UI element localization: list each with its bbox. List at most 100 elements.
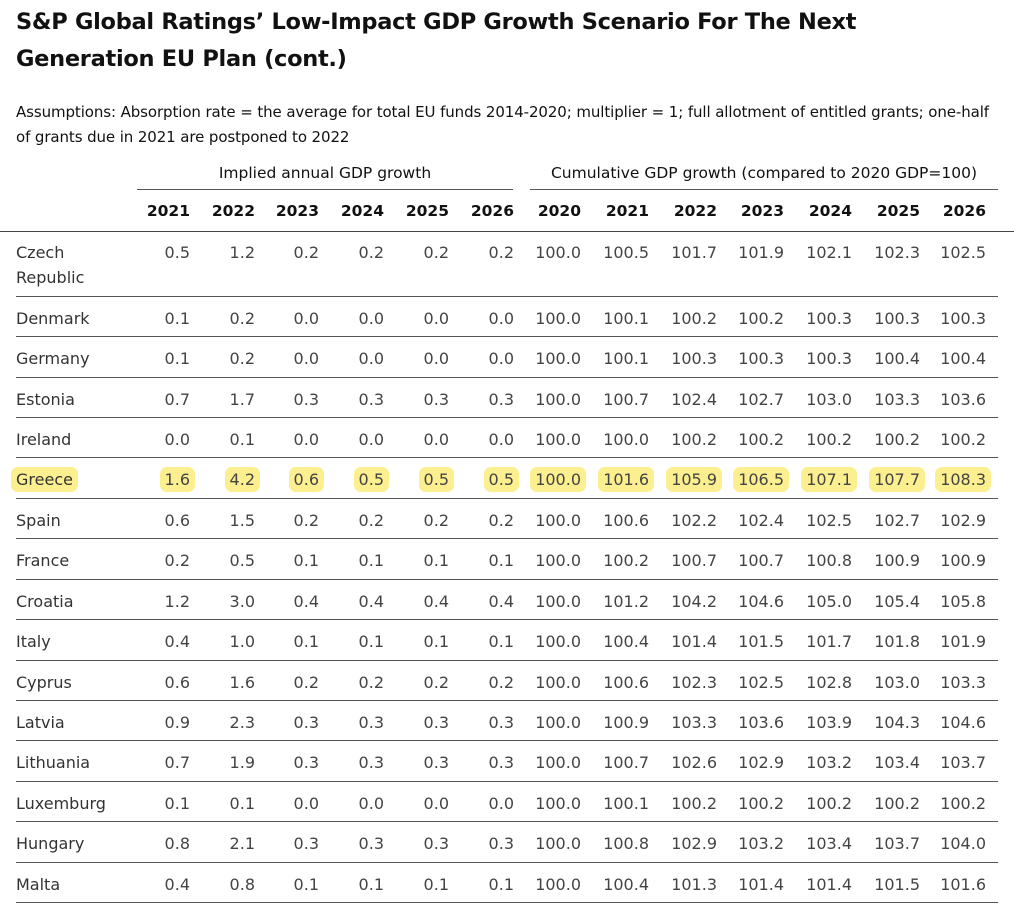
table-cell: 101.7 <box>792 629 852 654</box>
cell-value: 0.2 <box>358 243 384 262</box>
table-cell: 0.3 <box>454 750 514 775</box>
cell-value: 101.2 <box>603 592 649 611</box>
cell-value: 0.3 <box>423 753 449 772</box>
cell-value: 103.7 <box>940 753 986 772</box>
table-cell: 100.4 <box>860 346 920 371</box>
cell-value: 100.2 <box>671 430 717 449</box>
table-cell: 101.5 <box>724 629 784 654</box>
cell-value: 100.7 <box>603 390 649 409</box>
table-cell: 0.0 <box>130 427 190 452</box>
cell-value: 0.0 <box>423 794 449 813</box>
country-name-text: France <box>16 551 70 570</box>
table-cell: 100.0 <box>521 240 581 265</box>
cell-value: 0.0 <box>423 349 449 368</box>
table-cell: 1.6 <box>130 467 195 492</box>
table-cell: 102.3 <box>860 240 920 265</box>
cell-value: 103.4 <box>806 834 852 853</box>
cell-value: 100.4 <box>603 875 649 894</box>
table-cell: 0.1 <box>389 548 449 573</box>
cell-value: 100.9 <box>940 551 986 570</box>
cell-value: 105.0 <box>806 592 852 611</box>
table-cell: 100.1 <box>589 346 649 371</box>
table-cell: 100.7 <box>589 387 649 412</box>
cell-value: 100.0 <box>535 430 581 449</box>
table-cell: 100.2 <box>792 427 852 452</box>
table-cell: 104.0 <box>926 831 986 856</box>
cell-value: 107.1 <box>801 467 857 492</box>
table-cell: 0.2 <box>454 508 514 533</box>
cell-value: 100.2 <box>671 309 717 328</box>
table-cell: 0.3 <box>324 750 384 775</box>
cell-value: 102.9 <box>940 511 986 530</box>
table-cell: 104.2 <box>657 589 717 614</box>
table-cell: 100.0 <box>521 467 586 492</box>
table-cell: 103.3 <box>860 387 920 412</box>
country-name: Spain <box>16 508 136 533</box>
cumulative-growth-group-label: Cumulative GDP growth (compared to 2020 … <box>550 164 978 182</box>
table-cell: 0.2 <box>324 670 384 695</box>
cell-value: 100.3 <box>806 309 852 328</box>
table-cell: 100.0 <box>521 589 581 614</box>
cell-value: 0.1 <box>488 632 514 651</box>
table-cell: 100.1 <box>589 791 649 816</box>
table-cell: 103.2 <box>724 831 784 856</box>
cell-value: 100.0 <box>535 349 581 368</box>
cell-value: 0.2 <box>293 243 319 262</box>
table-row: France 0.2 0.5 0.1 0.1 0.1 0.1 100.0 100.2 100.7 1… <box>16 539 998 580</box>
cell-value: 0.3 <box>488 713 514 732</box>
table-row: Hungary 0.8 2.1 0.3 0.3 0.3 0.3 100.0 100.8 102.9… <box>16 822 998 863</box>
table-cell: 100.0 <box>521 427 581 452</box>
cell-value: 100.3 <box>874 309 920 328</box>
table-cell: 100.0 <box>521 629 581 654</box>
table-cell: 101.4 <box>724 872 784 897</box>
table-row: Estonia 0.7 1.7 0.3 0.3 0.3 0.3 100.0 100.7 102.4… <box>16 378 998 418</box>
cell-value: 0.5 <box>164 243 190 262</box>
table-cell: 0.9 <box>130 710 190 735</box>
table-cell: 1.2 <box>195 240 255 265</box>
table-cell: 101.7 <box>657 240 717 265</box>
cell-value: 103.4 <box>874 753 920 772</box>
cell-value: 0.1 <box>423 632 449 651</box>
cell-value: 0.5 <box>229 551 255 570</box>
table-cell: 101.8 <box>860 629 920 654</box>
cell-value: 100.2 <box>738 309 784 328</box>
cell-value: 101.4 <box>671 632 717 651</box>
table-cell: 101.9 <box>926 629 986 654</box>
table-cell: 0.4 <box>324 589 384 614</box>
cell-value: 100.2 <box>874 430 920 449</box>
cell-value: 102.2 <box>671 511 717 530</box>
cell-value: 0.1 <box>293 632 319 651</box>
cell-value: 102.9 <box>738 753 784 772</box>
table-cell: 103.7 <box>860 831 920 856</box>
table-cell: 100.2 <box>926 427 986 452</box>
table-cell: 101.5 <box>860 872 920 897</box>
table-cell: 100.6 <box>589 670 649 695</box>
cell-value: 100.7 <box>671 551 717 570</box>
cell-value: 100.0 <box>603 430 649 449</box>
cell-value: 0.4 <box>488 592 514 611</box>
table-cell: 100.0 <box>521 508 581 533</box>
table-cell: 0.2 <box>259 240 319 265</box>
cell-value: 1.6 <box>159 467 195 492</box>
table-cell: 100.0 <box>521 831 581 856</box>
table-cell: 100.0 <box>521 306 581 331</box>
column-header-cumulative-2022: 2022 <box>673 202 717 220</box>
table-cell: 0.0 <box>389 306 449 331</box>
table-cell: 100.6 <box>589 508 649 533</box>
table-cell: 107.7 <box>860 467 925 492</box>
table-cell: 102.5 <box>724 670 784 695</box>
column-header-cumulative-2021: 2021 <box>605 202 649 220</box>
cell-value: 100.0 <box>535 875 581 894</box>
cell-value: 100.1 <box>603 349 649 368</box>
cell-value: 103.0 <box>874 673 920 692</box>
cell-value: 0.6 <box>288 467 324 492</box>
table-cell: 100.3 <box>792 306 852 331</box>
cell-value: 100.2 <box>806 430 852 449</box>
table-cell: 0.4 <box>259 589 319 614</box>
table-cell: 0.0 <box>454 791 514 816</box>
table-row: Denmark 0.1 0.2 0.0 0.0 0.0 0.0 100.0 100.1 100.2… <box>16 297 998 337</box>
cell-value: 100.1 <box>603 309 649 328</box>
table-cell: 0.1 <box>324 872 384 897</box>
cell-value: 0.6 <box>164 511 190 530</box>
page-title: S&P Global Ratings’ Low-Impact GDP Growt… <box>16 9 857 72</box>
